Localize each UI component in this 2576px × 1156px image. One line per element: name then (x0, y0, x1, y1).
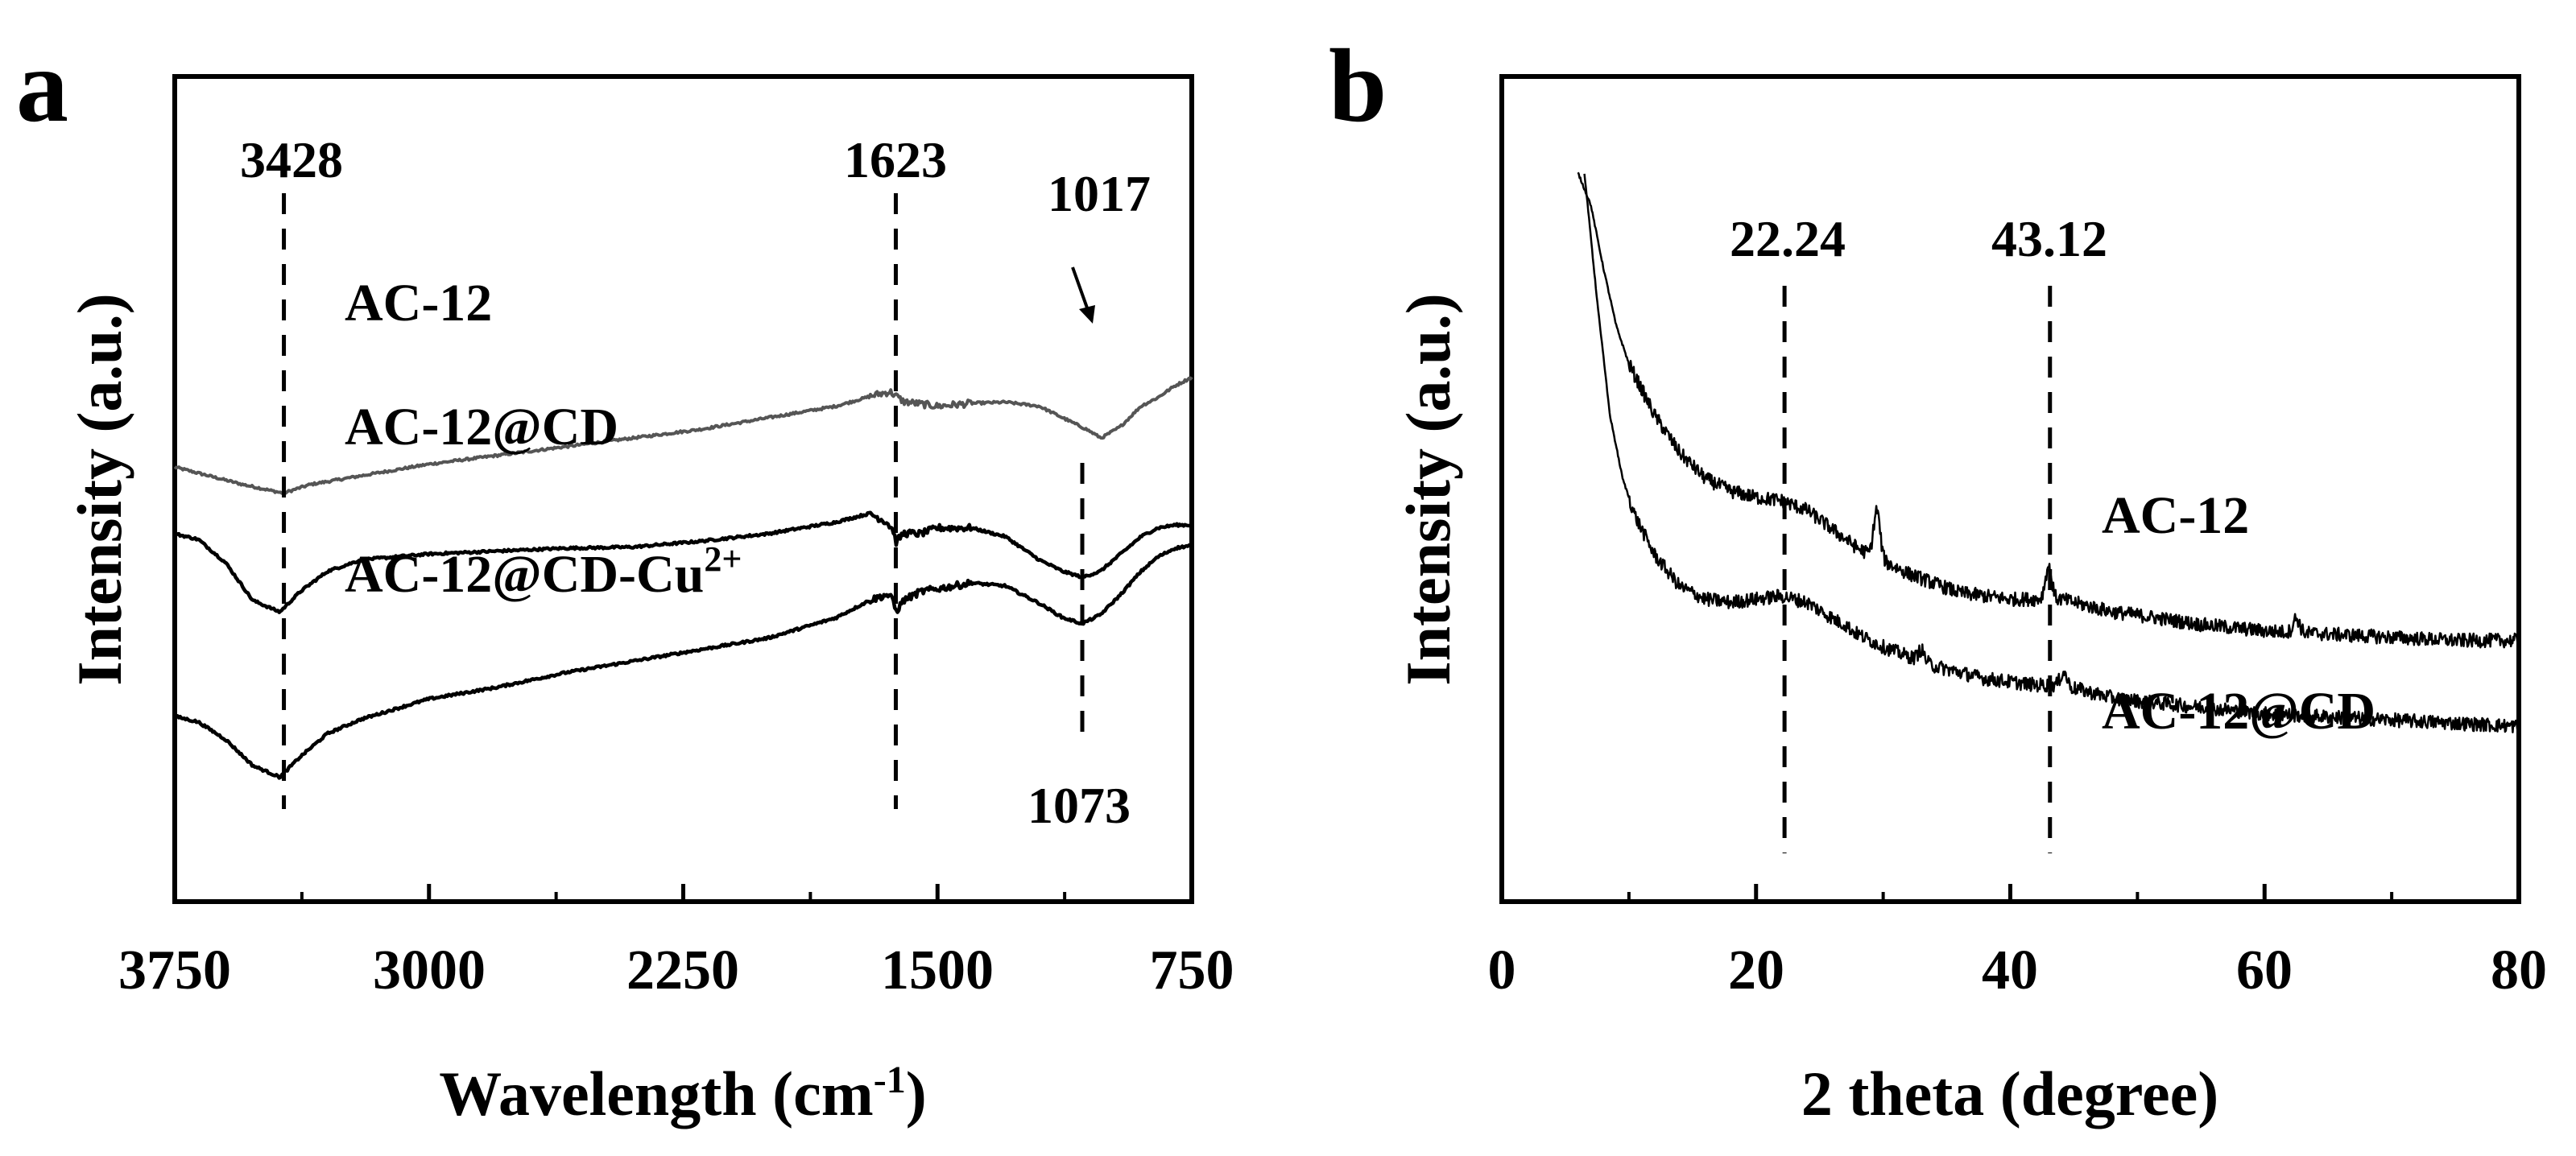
panel-a-x-axis-title-sup: -1 (874, 1059, 906, 1101)
annotation-43-12: 43.12 (1991, 210, 2107, 267)
series-label-b-ac-12: AC-12 (2102, 486, 2249, 545)
panel-b-tick-label: 20 (1728, 939, 1784, 1001)
panel-a-x-axis-title-close: ) (906, 1059, 927, 1129)
arrow-1017-shaft (1071, 266, 1090, 313)
arrow-1017-head (1079, 305, 1095, 324)
series-label-ac-12-cd-cu-sup: 2+ (704, 539, 742, 579)
series-label-ac-12-cd-cu: AC-12@CD-Cu2+ (345, 539, 742, 604)
panel-a-x-axis-title: Wavelength (cm-1) (439, 1059, 926, 1129)
series-label-ac-12-cd-cu-text: AC-12@CD-Cu (345, 545, 704, 604)
panel-a-tick-label: 1500 (881, 939, 994, 1001)
panel-b-annotation-group (1782, 286, 2053, 853)
panel-a-x-ticks (172, 884, 1194, 902)
panel-a-x-axis-title-text: Wavelength (cm (439, 1059, 873, 1129)
series-line-ac-12 (173, 376, 1193, 495)
panel-b-x-axis-title: 2 theta (degree) (1801, 1059, 2218, 1129)
panel-b-x-ticks (1499, 884, 2521, 902)
panel-a-label: a (16, 28, 68, 144)
series-label-ac-12: AC-12 (345, 274, 492, 332)
series-label-b-ac-12-cd: AC-12@CD (2102, 682, 2375, 741)
annotation-1017: 1017 (1048, 165, 1151, 222)
panel-a-tick-label: 3000 (373, 939, 486, 1001)
series-label-ac-12-cd: AC-12@CD (345, 398, 618, 456)
annotation-3428: 3428 (240, 131, 343, 188)
panel-a-series-group (173, 376, 1193, 780)
panel-a-annotation-group (282, 193, 1085, 809)
panel-a-y-axis-title: Intensity (a.u.) (64, 293, 134, 686)
panel-b-tick-label: 60 (2236, 939, 2293, 1001)
panel-b-frame (1499, 74, 2521, 904)
arrow-1017 (1071, 266, 1095, 324)
panel-a: a 3750 3000 2250 1500 750 Wavelength (cm… (16, 28, 1234, 1129)
series-line-ac-12 (1577, 171, 2520, 649)
panel-b-tick-label: 80 (2491, 939, 2547, 1001)
annotation-1623: 1623 (844, 131, 947, 188)
series-line-ac-12-cd-cu2- (174, 543, 1193, 780)
annotation-22-24: 22.24 (1730, 210, 1846, 267)
panel-a-tick-label: 2250 (626, 939, 739, 1001)
panel-a-tick-label: 750 (1150, 939, 1234, 1001)
panel-b-tick-label: 0 (1488, 939, 1516, 1001)
panel-a-tick-label: 3750 (118, 939, 231, 1001)
panel-b-y-axis-title: Intensity (a.u.) (1393, 293, 1463, 686)
panel-b-label: b (1329, 28, 1387, 144)
panel-b: b 0 20 40 60 80 2 theta (degree) Intensi… (1329, 28, 2547, 1129)
series-line-ac-12-cd (173, 510, 1193, 614)
annotation-1073: 1073 (1028, 777, 1131, 834)
panel-b-tick-label: 40 (1982, 939, 2038, 1001)
